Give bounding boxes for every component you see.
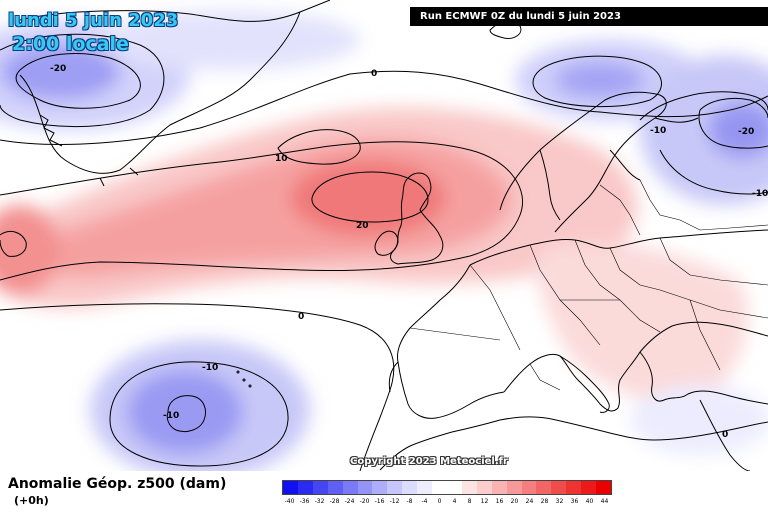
color-scale-labels: -40 -36 -32 -28 -24 -20 -16 -12 -8 -4 0 4 8 12 16 20 24 2… — [282, 498, 612, 508]
contour-label: -10 — [752, 189, 768, 199]
anomaly-fill-layer — [0, 10, 768, 471]
contour-label: 10 — [275, 154, 288, 164]
color-scale-label: -40 — [284, 498, 295, 505]
color-scale-label: -8 — [406, 498, 413, 505]
color-scale-label: 16 — [495, 498, 504, 505]
color-scale-swatch — [342, 481, 358, 494]
forecast-date: lundi 5 juin 2023 — [8, 10, 179, 31]
color-scale-swatch — [506, 481, 522, 494]
anomaly-map: 0 -20 10 20 -10 -20 -10 -10 0 -10 0 — [0, 0, 768, 471]
contour-labels: 0 -20 10 20 -10 -20 -10 -10 0 -10 0 — [50, 64, 768, 440]
color-scale-swatch — [297, 481, 313, 494]
contour-label: -20 — [50, 64, 66, 74]
color-scale-swatch — [432, 481, 447, 494]
color-scale-swatch — [551, 481, 567, 494]
contour-layer — [0, 33, 768, 471]
forecast-step: (+0h) — [14, 494, 49, 507]
color-scale-swatch — [461, 481, 477, 494]
color-scale-label: 40 — [585, 498, 594, 505]
color-scale-label: 4 — [452, 498, 457, 505]
color-scale — [282, 480, 612, 495]
color-scale-label: -12 — [389, 498, 400, 505]
color-scale-label: -36 — [299, 498, 310, 505]
color-scale-label: 0 — [437, 498, 442, 505]
color-scale-label: 36 — [570, 498, 579, 505]
color-scale-label: 8 — [467, 498, 472, 505]
color-scale-swatch — [387, 481, 403, 494]
color-scale-swatch — [283, 481, 298, 494]
contour-label: 0 — [722, 430, 728, 440]
color-scale-swatch — [476, 481, 492, 494]
contour-label: 0 — [371, 69, 377, 79]
run-banner: Run ECMWF 0Z du lundi 5 juin 2023 — [410, 7, 768, 26]
color-scale-label: 28 — [540, 498, 549, 505]
color-scale-swatch — [357, 481, 373, 494]
color-scale-swatch — [536, 481, 552, 494]
contour-label: -10 — [202, 363, 218, 373]
contour-label: -10 — [163, 411, 179, 421]
color-scale-swatch — [521, 481, 537, 494]
color-scale-label: 44 — [600, 498, 609, 505]
color-scale-swatch — [446, 481, 462, 494]
color-scale-swatch — [566, 481, 582, 494]
color-scale-swatch — [372, 481, 388, 494]
copyright-notice: Copyright 2023 Meteociel.fr — [350, 456, 508, 467]
color-scale-label: 32 — [555, 498, 564, 505]
color-scale-label: -20 — [359, 498, 370, 505]
color-scale-label: 20 — [510, 498, 519, 505]
contour-label: 20 — [356, 221, 369, 231]
color-scale-swatch — [596, 481, 611, 494]
color-scale-label: 24 — [525, 498, 534, 505]
color-scale-label: -16 — [374, 498, 385, 505]
color-scale-label: -24 — [344, 498, 355, 505]
contour-label: -20 — [738, 127, 754, 137]
color-scale-label: -32 — [314, 498, 325, 505]
color-scale-label: -4 — [421, 498, 428, 505]
forecast-local-time: 2:00 locale — [12, 33, 129, 55]
footer-bar: Anomalie Géop. z500 (dam) (+0h) -40 -36 -3… — [0, 471, 768, 512]
color-scale-swatch — [402, 481, 418, 494]
color-scale-swatch — [581, 481, 597, 494]
borders-layer — [409, 179, 768, 391]
contour-label: -10 — [650, 126, 666, 136]
color-scale-swatch — [312, 481, 328, 494]
color-scale-swatch — [491, 481, 507, 494]
field-title: Anomalie Géop. z500 (dam) — [8, 476, 227, 492]
contour-label: 0 — [298, 312, 304, 322]
color-scale-swatch — [327, 481, 343, 494]
color-scale-swatch — [417, 481, 433, 494]
color-scale-label: -28 — [329, 498, 340, 505]
color-scale-label: 12 — [480, 498, 489, 505]
